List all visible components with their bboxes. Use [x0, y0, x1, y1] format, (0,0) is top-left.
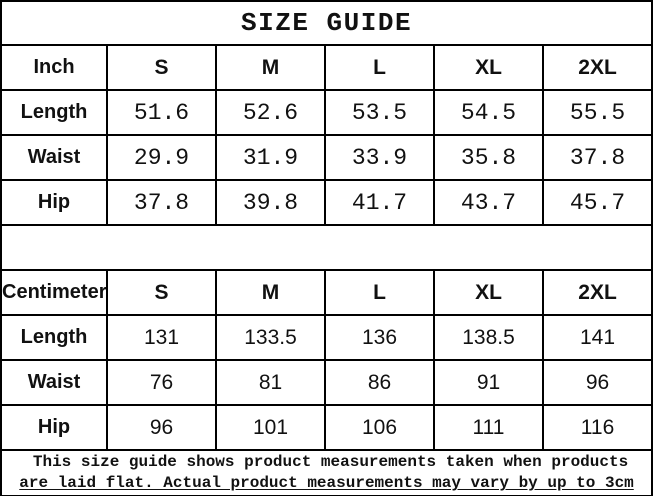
- measurement-note: This size guide shows product measuremen…: [0, 449, 653, 496]
- cm-unit-header: Centimeter: [0, 269, 108, 316]
- inch-hip-value-2xl: 45.7: [541, 179, 653, 226]
- inch-waist-value-s: 29.9: [106, 134, 217, 181]
- inch-size-header-2xl: 2XL: [541, 44, 653, 91]
- page-title: SIZE GUIDE: [0, 0, 653, 46]
- inch-hip-label: Hip: [0, 179, 108, 226]
- note-line-2: are laid flat. Actual product measuremen…: [19, 474, 634, 492]
- spacer-row: [0, 224, 653, 271]
- cm-waist-value-xl: 91: [433, 359, 544, 406]
- inch-size-header-s: S: [106, 44, 217, 91]
- inch-length-value-m: 52.6: [215, 89, 326, 136]
- cm-length-value-l: 136: [324, 314, 435, 361]
- inch-length-value-l: 53.5: [324, 89, 435, 136]
- cm-size-header-m: M: [215, 269, 326, 316]
- inch-hip-value-m: 39.8: [215, 179, 326, 226]
- cm-waist-label: Waist: [0, 359, 108, 406]
- cm-hip-value-m: 101: [215, 404, 326, 451]
- cm-length-value-m: 133.5: [215, 314, 326, 361]
- inch-size-header-xl: XL: [433, 44, 544, 91]
- inch-waist-label: Waist: [0, 134, 108, 181]
- inch-size-header-m: M: [215, 44, 326, 91]
- table-row: Length 131 133.5 136 138.5 141: [0, 314, 653, 361]
- inch-waist-value-l: 33.9: [324, 134, 435, 181]
- cm-size-header-2xl: 2XL: [541, 269, 653, 316]
- cm-hip-value-2xl: 116: [541, 404, 653, 451]
- inch-length-value-2xl: 55.5: [541, 89, 653, 136]
- cm-waist-value-s: 76: [106, 359, 217, 406]
- table-row: Waist 29.9 31.9 33.9 35.8 37.8: [0, 134, 653, 181]
- inch-waist-value-xl: 35.8: [433, 134, 544, 181]
- inch-waist-value-m: 31.9: [215, 134, 326, 181]
- cm-waist-value-2xl: 96: [541, 359, 653, 406]
- cm-waist-value-m: 81: [215, 359, 326, 406]
- table-row: Hip 96 101 106 111 116: [0, 404, 653, 451]
- table-row: Waist 76 81 86 91 96: [0, 359, 653, 406]
- cm-size-header-l: L: [324, 269, 435, 316]
- inch-waist-value-2xl: 37.8: [541, 134, 653, 181]
- cm-hip-value-s: 96: [106, 404, 217, 451]
- cm-waist-value-l: 86: [324, 359, 435, 406]
- inch-hip-value-xl: 43.7: [433, 179, 544, 226]
- inch-length-label: Length: [0, 89, 108, 136]
- cm-hip-value-l: 106: [324, 404, 435, 451]
- cm-length-label: Length: [0, 314, 108, 361]
- inch-length-value-s: 51.6: [106, 89, 217, 136]
- note-line-1: This size guide shows product measuremen…: [32, 453, 629, 471]
- table-row: Hip 37.8 39.8 41.7 43.7 45.7: [0, 179, 653, 226]
- inch-unit-header: Inch: [0, 44, 108, 91]
- inch-hip-value-l: 41.7: [324, 179, 435, 226]
- cm-length-value-s: 131: [106, 314, 217, 361]
- cm-length-value-2xl: 141: [541, 314, 653, 361]
- inch-hip-value-s: 37.8: [106, 179, 217, 226]
- cm-length-value-xl: 138.5: [433, 314, 544, 361]
- inch-size-header-l: L: [324, 44, 435, 91]
- inch-length-value-xl: 54.5: [433, 89, 544, 136]
- table-row: Length 51.6 52.6 53.5 54.5 55.5: [0, 89, 653, 136]
- cm-size-header-xl: XL: [433, 269, 544, 316]
- cm-size-header-s: S: [106, 269, 217, 316]
- cm-hip-value-xl: 111: [433, 404, 544, 451]
- cm-hip-label: Hip: [0, 404, 108, 451]
